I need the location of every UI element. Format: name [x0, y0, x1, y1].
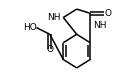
Text: O: O	[46, 45, 53, 54]
Text: NH: NH	[93, 21, 106, 30]
Text: NH: NH	[47, 13, 61, 22]
Text: HO: HO	[23, 23, 36, 32]
Text: O: O	[104, 9, 111, 18]
